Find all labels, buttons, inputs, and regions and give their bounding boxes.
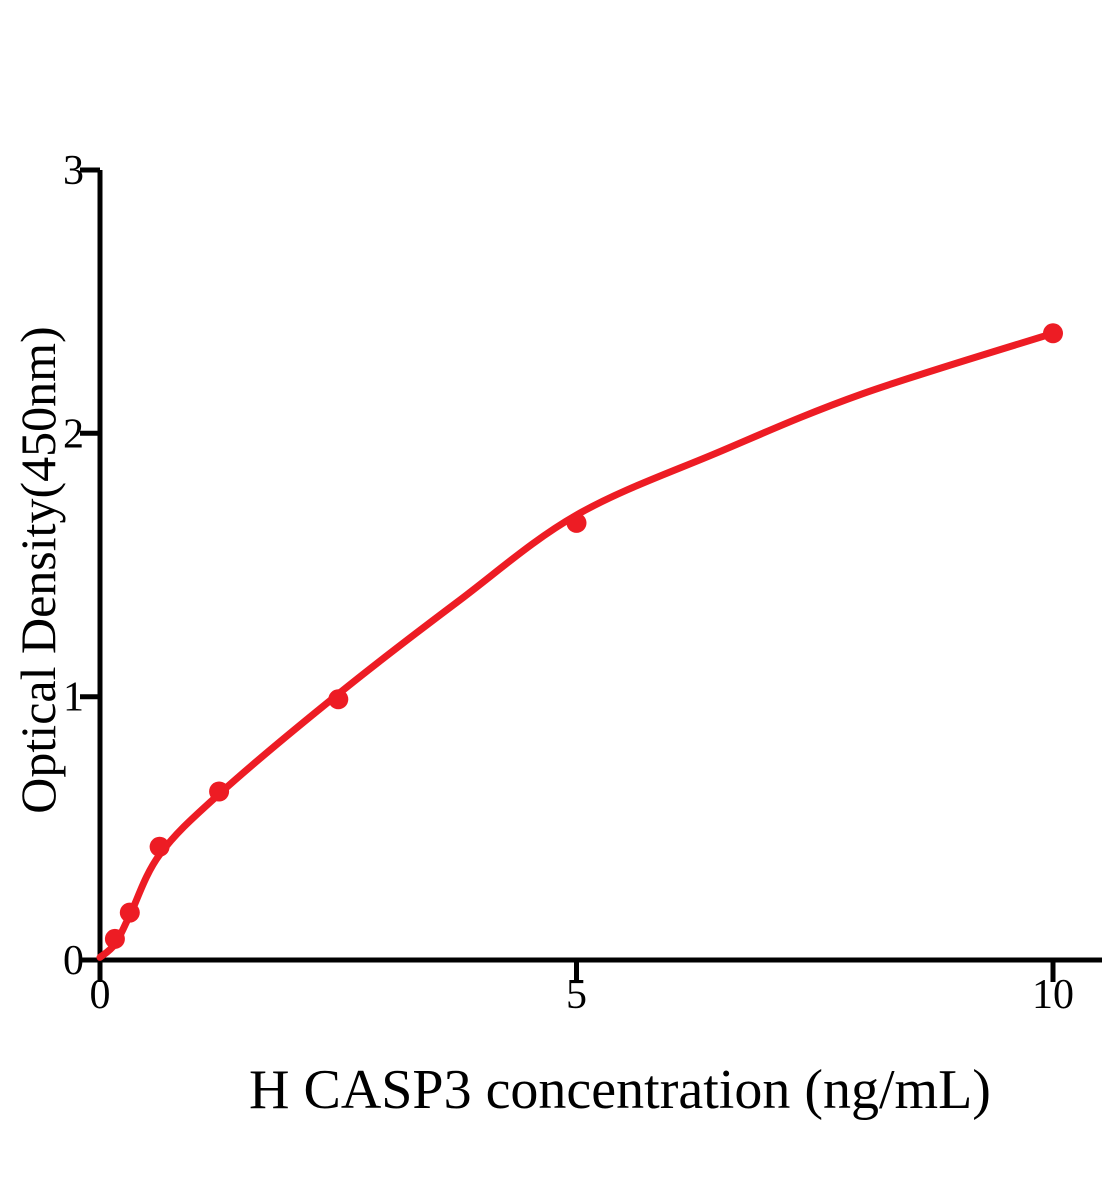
x-tick-label: 5 [566,972,587,1018]
x-tick-label: 10 [1032,972,1074,1018]
x-tick-label: 0 [90,972,111,1018]
y-tick-label: 0 [63,938,84,984]
fit-curve [96,329,1057,961]
data-point [149,836,170,857]
y-tick-label: 2 [63,411,84,457]
data-point [566,512,587,533]
y-tick-label: 1 [63,675,84,721]
data-point [328,689,349,710]
y-tick-label: 3 [63,148,84,194]
data-point [119,902,140,923]
x-axis-title: H CASP3 concentration (ng/mL) [249,1059,991,1121]
data-point [209,781,230,802]
data-point [1043,323,1063,344]
y-axis-title: Optical Density(450nm) [10,326,66,813]
data-point [104,928,125,949]
